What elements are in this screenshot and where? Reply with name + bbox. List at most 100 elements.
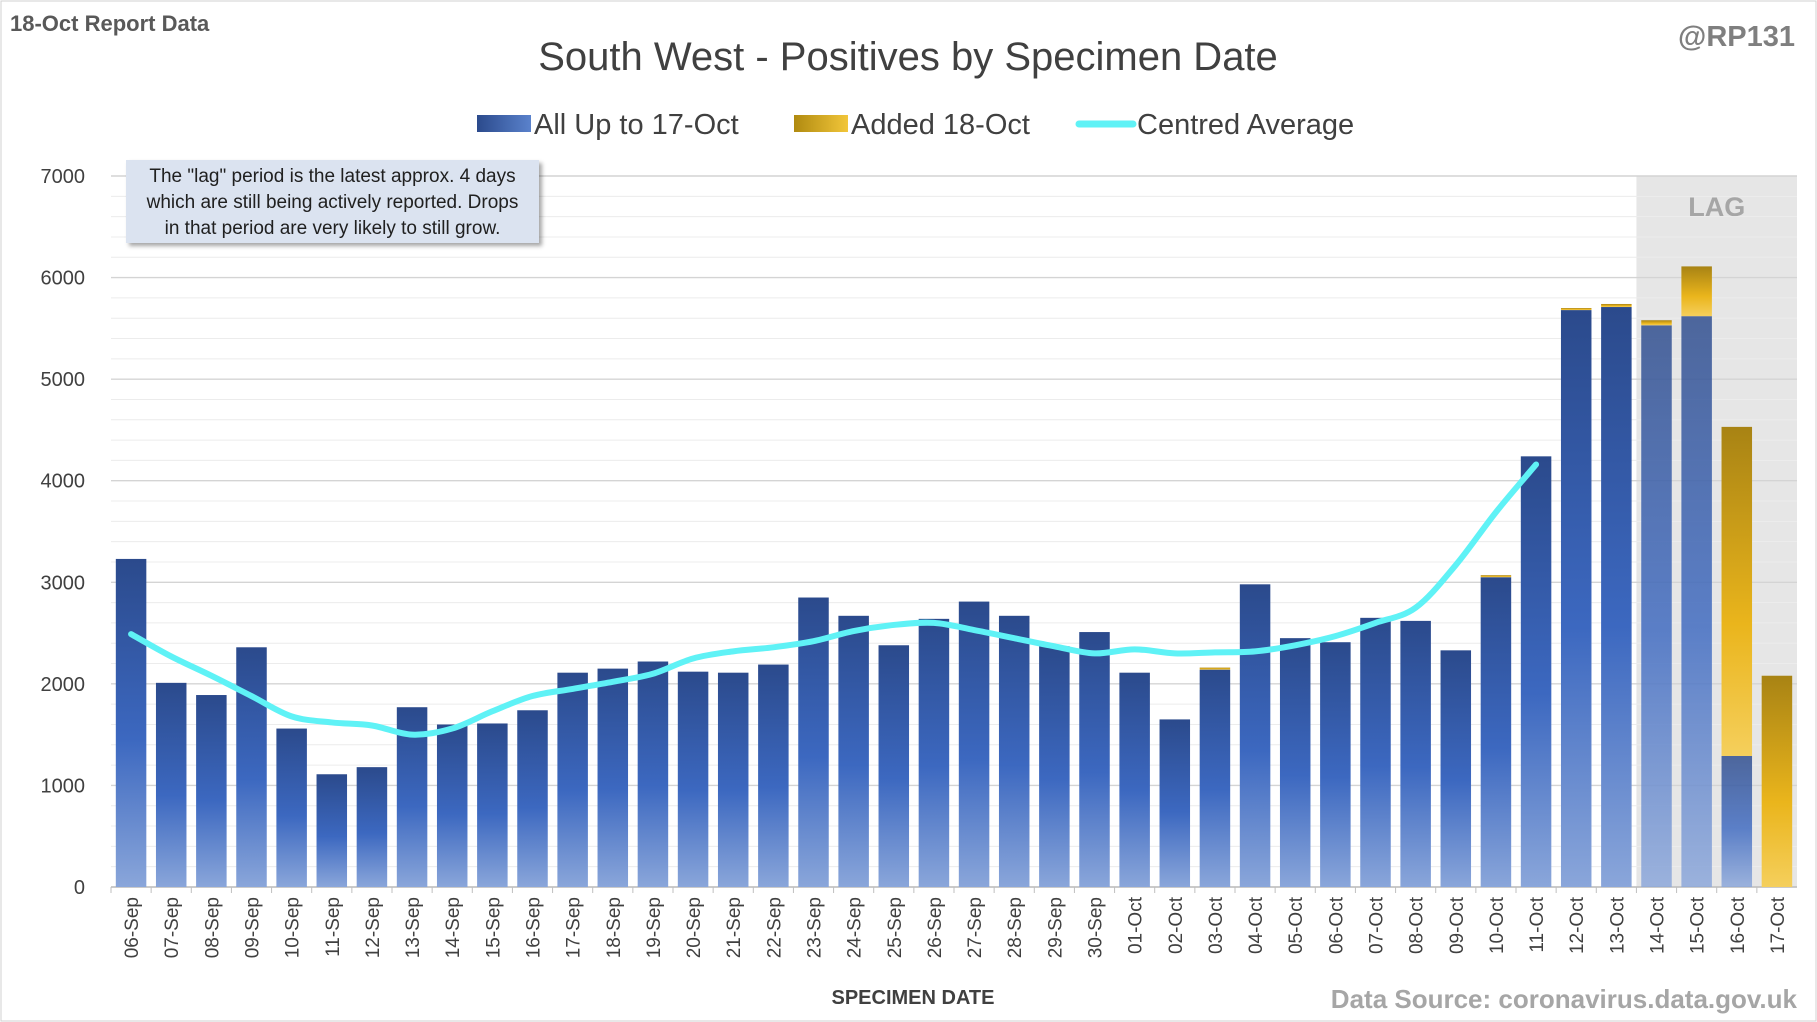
x-tick-label: 15-Oct — [1688, 896, 1709, 954]
x-tick-label: 24-Sep — [845, 897, 866, 958]
bar-added-18-oct — [1199, 667, 1231, 670]
y-tick-label: 5000 — [41, 369, 86, 391]
x-tick-label: 08-Oct — [1407, 896, 1428, 954]
author-handle: @RP131 — [1678, 21, 1795, 53]
legend-swatch-base — [477, 115, 531, 132]
x-tick-label: 09-Oct — [1447, 896, 1468, 954]
bar-all-up-to-17-oct — [196, 695, 227, 887]
y-tick-label: 2000 — [41, 674, 86, 696]
bar-all-up-to-17-oct — [1079, 632, 1110, 887]
legend-label-average: Centred Average — [1137, 109, 1354, 141]
bars — [115, 266, 1793, 888]
x-tick-label: 04-Oct — [1246, 896, 1267, 954]
bar-added-18-oct — [1721, 426, 1753, 756]
x-tick-label: 13-Sep — [403, 897, 424, 958]
bar-all-up-to-17-oct — [878, 645, 910, 887]
legend-swatch-added — [794, 115, 848, 132]
y-tick-label: 7000 — [41, 166, 86, 188]
y-tick-label: 6000 — [41, 268, 86, 290]
bar-all-up-to-17-oct — [838, 615, 869, 887]
gridlines — [111, 175, 1797, 888]
bar-all-up-to-17-oct — [1119, 672, 1150, 887]
x-tick-label: 30-Sep — [1086, 897, 1107, 958]
data-source: Data Source: coronavirus.data.gov.uk — [1331, 984, 1798, 1014]
bar-added-18-oct — [1560, 308, 1592, 311]
bar-all-up-to-17-oct — [1400, 620, 1431, 887]
bar-all-up-to-17-oct — [637, 661, 669, 887]
legend-label-added: Added 18-Oct — [851, 109, 1030, 141]
bar-all-up-to-17-oct — [1239, 584, 1271, 887]
bar-all-up-to-17-oct — [677, 671, 709, 887]
average-line-layer — [128, 461, 1540, 738]
bar-all-up-to-17-oct — [316, 774, 348, 887]
x-tick-label: 10-Oct — [1487, 896, 1508, 954]
report-label: 18-Oct Report Data — [10, 11, 210, 36]
lag-note-line-1: The "lag" period is the latest approx. 4… — [149, 166, 516, 187]
bar-all-up-to-17-oct — [717, 672, 749, 887]
lag-note-line-2: which are still being actively reported.… — [146, 192, 519, 213]
x-tick-label: 19-Sep — [644, 897, 665, 958]
x-tick-label: 25-Sep — [885, 897, 906, 958]
bar-all-up-to-17-oct — [1480, 577, 1512, 887]
x-tick-label: 11-Oct — [1527, 896, 1548, 952]
bar-all-up-to-17-oct — [1039, 646, 1070, 887]
x-tick-label: 17-Sep — [564, 897, 585, 958]
bar-all-up-to-17-oct — [1601, 307, 1632, 888]
y-tick-label: 4000 — [41, 471, 86, 493]
bar-all-up-to-17-oct — [958, 601, 990, 887]
bar-added-18-oct — [1480, 575, 1512, 578]
bar-added-18-oct — [1641, 320, 1672, 326]
bar-all-up-to-17-oct — [1199, 669, 1231, 887]
x-tick-label: 18-Sep — [604, 897, 625, 958]
bar-all-up-to-17-oct — [517, 710, 548, 887]
lag-note-line-3: in that period are very likely to still … — [164, 218, 501, 239]
x-tick-label: 16-Oct — [1728, 896, 1749, 954]
bar-all-up-to-17-oct — [1159, 719, 1191, 887]
x-tick-label: 14-Oct — [1648, 896, 1669, 954]
x-tick-label: 02-Oct — [1166, 896, 1187, 954]
bar-all-up-to-17-oct — [115, 558, 147, 887]
y-tick-label: 3000 — [41, 572, 86, 594]
x-tick-label: 03-Oct — [1206, 896, 1227, 954]
x-tick-label: 22-Sep — [764, 897, 785, 958]
bar-all-up-to-17-oct — [1440, 650, 1472, 887]
bar-all-up-to-17-oct — [477, 723, 508, 887]
bar-added-18-oct — [1601, 303, 1632, 308]
x-tick-label: 12-Sep — [363, 897, 384, 958]
bar-all-up-to-17-oct — [1641, 325, 1672, 887]
x-tick-label: 26-Sep — [925, 897, 946, 958]
bar-all-up-to-17-oct — [1520, 456, 1552, 887]
bar-all-up-to-17-oct — [356, 767, 388, 887]
bar-added-18-oct — [1681, 266, 1712, 317]
bar-all-up-to-17-oct — [1320, 642, 1351, 887]
bar-all-up-to-17-oct — [436, 724, 468, 887]
x-axis-title: SPECIMEN DATE — [832, 987, 995, 1009]
bar-all-up-to-17-oct — [998, 615, 1030, 887]
x-tick-label: 27-Sep — [965, 897, 986, 958]
bar-all-up-to-17-oct — [1360, 617, 1391, 887]
x-tick-label: 29-Sep — [1045, 897, 1066, 958]
bar-all-up-to-17-oct — [1279, 638, 1311, 887]
x-tick-label: 23-Sep — [805, 897, 826, 958]
bar-added-18-oct — [1761, 675, 1793, 887]
bar-all-up-to-17-oct — [1681, 316, 1712, 887]
x-tick-label: 08-Sep — [202, 897, 223, 958]
bar-all-up-to-17-oct — [236, 647, 267, 887]
y-tick-label: 1000 — [41, 775, 86, 797]
x-tick-label: 07-Sep — [162, 897, 183, 958]
bar-all-up-to-17-oct — [1560, 310, 1592, 887]
bar-all-up-to-17-oct — [557, 672, 588, 887]
x-tick-label: 16-Sep — [524, 897, 545, 958]
x-tick-label: 05-Oct — [1286, 896, 1307, 954]
x-tick-label: 28-Sep — [1005, 897, 1026, 958]
bar-all-up-to-17-oct — [918, 618, 950, 887]
x-axis-ticks: 06-Sep 07-Sep 08-Sep 09-Sep 10-Sep 11-Sep 12-S… — [110, 887, 1789, 958]
bar-all-up-to-17-oct — [276, 728, 307, 887]
x-tick-label: 07-Oct — [1367, 896, 1388, 954]
bar-all-up-to-17-oct — [155, 682, 187, 887]
x-tick-label: 15-Sep — [483, 897, 504, 958]
x-tick-label: 17-Oct — [1768, 896, 1789, 954]
x-tick-label: 10-Sep — [283, 897, 304, 958]
